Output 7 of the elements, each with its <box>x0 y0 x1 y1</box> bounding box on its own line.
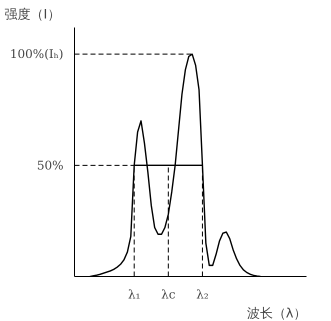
y-axis-title: 强度（I） <box>4 6 60 22</box>
x-tick-label: λc <box>161 288 176 302</box>
x-axis-title: 波长（λ） <box>246 306 307 321</box>
x-tick-label: λ₁ <box>128 288 140 302</box>
y-tick-label: 50% <box>36 158 64 172</box>
y-tick-label: 100%(Iₕ) <box>10 47 64 62</box>
x-tick-label: λ₂ <box>196 288 209 302</box>
